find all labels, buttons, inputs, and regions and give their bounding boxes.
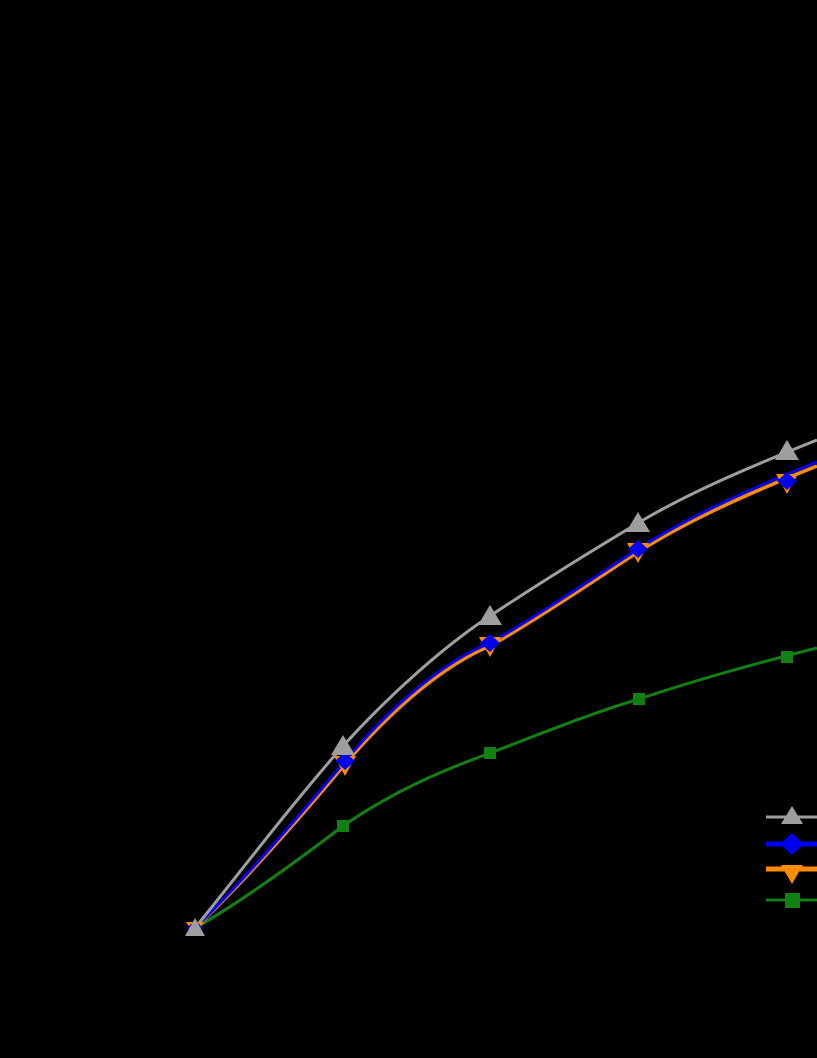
data-point-marker [185, 918, 205, 936]
chart-legend [766, 802, 817, 916]
legend-entry-series-2[interactable] [766, 830, 817, 858]
data-point-marker [628, 540, 648, 558]
data-point-marker [775, 440, 799, 460]
legend-swatch-triangle-up-icon [766, 806, 817, 824]
data-point-marker [478, 605, 502, 625]
legend-swatch-diamond-icon [766, 833, 817, 855]
data-point-marker [484, 747, 496, 759]
legend-entry-series-3[interactable] [766, 858, 817, 886]
legend-swatch-square-icon [766, 893, 817, 908]
data-point-marker [337, 820, 349, 832]
data-point-marker [335, 752, 355, 770]
data-point-marker [331, 735, 355, 755]
data-point-marker [781, 651, 793, 663]
data-point-marker [480, 634, 500, 652]
data-point-marker [633, 693, 645, 705]
legend-swatch-triangle-down-icon [766, 865, 817, 884]
legend-entry-series-1[interactable] [766, 802, 817, 830]
series-gray-markers [185, 440, 799, 936]
data-point-marker [777, 472, 797, 490]
data-point-marker [626, 512, 650, 532]
legend-entry-series-4[interactable] [766, 886, 817, 914]
